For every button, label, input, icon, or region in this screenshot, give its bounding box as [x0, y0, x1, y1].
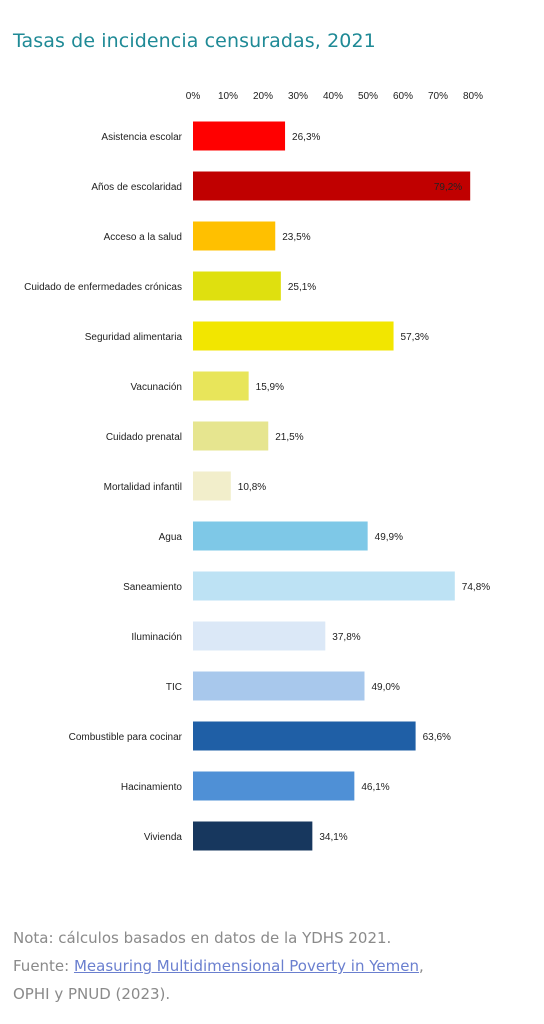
bar: [193, 471, 231, 501]
data-label: 34,1%: [319, 832, 347, 843]
data-label: 74,8%: [462, 582, 490, 593]
category-label: Años de escolaridad: [91, 182, 182, 193]
bar: [193, 521, 368, 551]
x-tick-label: 20%: [253, 91, 273, 102]
source-link[interactable]: Measuring Multidimensional Poverty in Ye…: [73, 957, 419, 975]
data-label: 63,6%: [423, 732, 451, 743]
x-tick-label: 40%: [323, 91, 343, 102]
data-label: 10,8%: [238, 482, 266, 493]
x-tick-label: 60%: [393, 91, 413, 102]
source-line: Fuente: Measuring Multidimensional Pover…: [13, 952, 513, 980]
chart-title: Tasas de incidencia censuradas, 2021: [13, 30, 376, 52]
category-label: Cuidado prenatal: [106, 432, 182, 443]
bar: [193, 121, 286, 151]
category-label: Vivienda: [144, 832, 183, 843]
note-text: Nota: cálculos basados en datos de la YD…: [13, 929, 392, 947]
category-label: Saneamiento: [123, 582, 182, 593]
data-label: 26,3%: [292, 132, 320, 143]
bar: [193, 271, 281, 301]
data-label: 25,1%: [288, 282, 316, 293]
x-tick-label: 80%: [463, 91, 483, 102]
bar: [193, 221, 276, 251]
bar: [193, 771, 355, 801]
category-label: Mortalidad infantil: [104, 482, 182, 493]
data-label: 46,1%: [361, 782, 389, 793]
bar: [193, 821, 313, 851]
x-tick-label: 30%: [288, 91, 308, 102]
data-label: 15,9%: [256, 382, 284, 393]
data-label: 23,5%: [282, 232, 310, 243]
data-label: 21,5%: [275, 432, 303, 443]
bar: [193, 721, 416, 751]
bar: [193, 321, 394, 351]
data-label: 49,9%: [375, 532, 403, 543]
category-label: TIC: [166, 682, 182, 693]
bar-chart: 0% 10% 20% 30% 40% 50% 60% 70% 80% Asistencia esc…: [24, 91, 490, 851]
source-suffix: ,: [418, 957, 424, 975]
category-label: Iluminación: [131, 632, 182, 643]
x-tick-label: 50%: [358, 91, 378, 102]
source-label: Fuente:: [13, 957, 74, 975]
bar: [193, 171, 471, 201]
bar: [193, 371, 249, 401]
x-tick-label: 10%: [218, 91, 238, 102]
category-label: Combustible para cocinar: [69, 732, 183, 743]
category-label: Asistencia escolar: [101, 132, 182, 143]
category-label: Acceso a la salud: [104, 232, 182, 243]
category-label: Vacunación: [130, 382, 182, 393]
bar: [193, 671, 365, 701]
category-label: Hacinamiento: [121, 782, 183, 793]
chart-note: Nota: cálculos basados en datos de la YD…: [13, 924, 513, 1008]
bar: [193, 571, 455, 601]
x-tick-label: 0%: [186, 91, 201, 102]
x-tick-label: 70%: [428, 91, 448, 102]
data-label: 57,3%: [401, 332, 429, 343]
data-label: 37,8%: [332, 632, 360, 643]
category-label: Seguridad alimentaria: [85, 332, 183, 343]
data-label: 79,2%: [434, 182, 462, 193]
category-label: Cuidado de enfermedades crónicas: [24, 282, 182, 293]
category-label: Agua: [159, 532, 183, 543]
source-org: OPHI y PNUD (2023).: [13, 985, 171, 1003]
bar: [193, 621, 326, 651]
bar: [193, 421, 269, 451]
data-label: 49,0%: [372, 682, 400, 693]
